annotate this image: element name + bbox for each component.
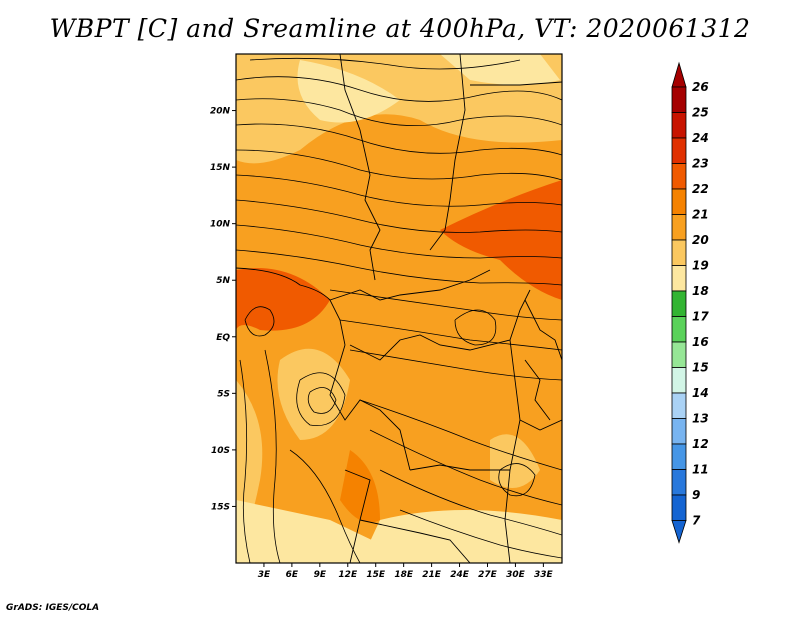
colorbar-segment (671, 137, 687, 164)
grads-credit: GrADS: IGES/COLA (6, 603, 100, 613)
lat-tick-label: 15S (211, 502, 230, 512)
colorbar-label: 21 (692, 208, 709, 222)
colorbar-segment (671, 265, 687, 292)
map-title: WBPT [C] and Sreamline at 400hPa, VT: 20… (49, 14, 751, 43)
colorbar-label: 11 (692, 463, 709, 477)
colorbar-label: 7 (692, 514, 701, 528)
colorbar-segment (671, 188, 687, 215)
lon-tick-label: 6E (286, 570, 299, 580)
colorbar-segment (671, 494, 687, 521)
colorbar-top-arrow (671, 61, 687, 88)
colorbar-segment (671, 214, 687, 241)
lat-tick-label: 5S (217, 389, 230, 399)
colorbar-label: 14 (692, 386, 709, 400)
lon-tick-label: 27E (478, 570, 498, 580)
lat-tick-label: EQ (216, 333, 230, 343)
colorbar-segment (671, 443, 687, 470)
lon-tick-label: 3E (258, 570, 271, 580)
longitude-axis: 3E 6E 9E 12E 15E 18E 21E 24E 27E 30E 33E (258, 563, 554, 580)
colorbar-label: 26 (692, 80, 709, 94)
wbpt-field (236, 54, 562, 563)
lon-tick-label: 15E (366, 570, 386, 580)
latitude-axis: 20N 15N 10N 5N EQ 5S 10S 15S (210, 107, 236, 512)
colorbar-segment (671, 86, 687, 113)
lon-tick-label: 24E (450, 570, 470, 580)
colorbar-segment (671, 341, 687, 368)
lon-tick-label: 30E (506, 570, 526, 580)
lon-tick-label: 33E (534, 570, 554, 580)
lon-tick-label: 21E (422, 570, 442, 580)
colorbar-segment (671, 316, 687, 343)
colorbar-label: 23 (692, 157, 709, 171)
lat-tick-label: 20N (210, 107, 231, 117)
colorbar-segment (671, 290, 687, 317)
colorbar-segment (671, 469, 687, 496)
colorbar-segment (671, 392, 687, 419)
lat-tick-label: 10S (211, 446, 230, 456)
colorbar-label: 25 (692, 106, 709, 120)
lon-tick-label: 18E (394, 570, 414, 580)
lon-tick-label: 9E (314, 570, 327, 580)
colorbar-segment (671, 163, 687, 190)
colorbar-label: 18 (692, 284, 709, 298)
colorbar-bottom-arrow (671, 520, 687, 544)
colorbar-label: 15 (692, 361, 709, 375)
colorbar-label: 22 (692, 182, 709, 196)
colorbar-segment (671, 367, 687, 394)
map-frame (235, 53, 563, 564)
colorbar-segment (671, 112, 687, 139)
lon-tick-label: 12E (338, 570, 358, 580)
colorbar-segment (671, 239, 687, 266)
colorbar-segment (671, 418, 687, 445)
lat-tick-label: 5N (216, 276, 230, 286)
colorbar-label: 12 (692, 437, 709, 451)
colorbar-label: 17 (692, 310, 709, 324)
colorbar: 26 25 24 23 22 21 20 19 18 17 16 15 14 13 12 11 9 7 (671, 61, 709, 544)
country-borders (236, 54, 562, 563)
colorbar-label: 20 (692, 233, 709, 247)
colorbar-label: 24 (692, 131, 709, 145)
colorbar-label: 13 (692, 412, 709, 426)
colorbar-label: 9 (692, 488, 700, 502)
colorbar-label: 19 (692, 259, 709, 273)
lat-tick-label: 15N (210, 163, 231, 173)
lat-tick-label: 10N (210, 220, 231, 230)
colorbar-label: 16 (692, 335, 709, 349)
